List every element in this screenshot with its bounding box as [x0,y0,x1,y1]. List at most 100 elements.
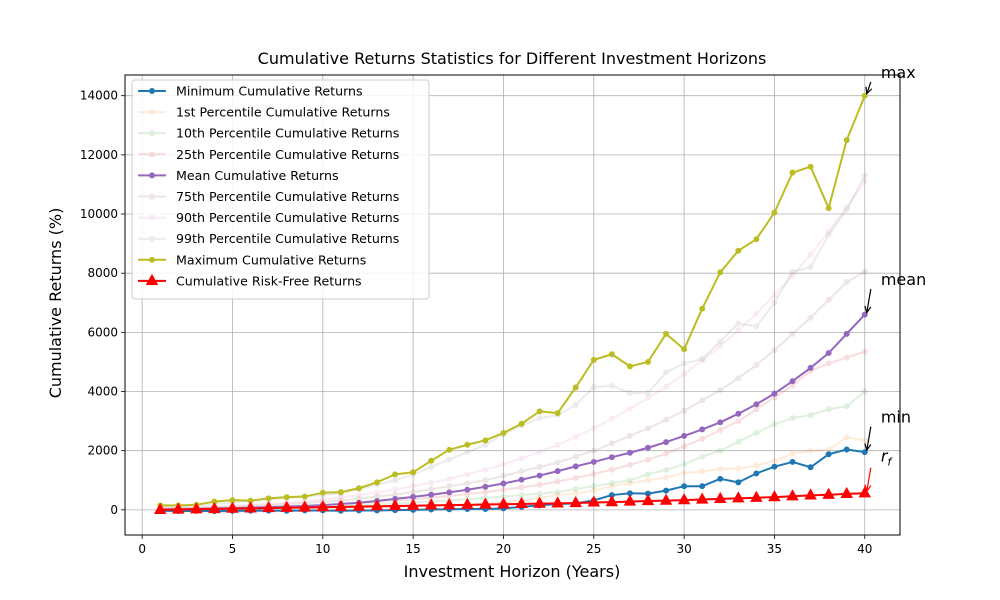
90th-percentile-cumulative-returns-point [500,461,507,468]
75th-percentile-cumulative-returns-point [536,463,543,470]
annotation-label: rf [881,447,894,469]
mean-cumulative-returns-point [626,449,633,456]
75th-percentile-cumulative-returns-point [645,425,651,432]
10th-percentile-cumulative-returns-point [807,412,814,419]
10th-percentile-cumulative-returns-point [663,466,670,473]
cumulative-risk-free-returns-point [695,492,709,504]
minimum-cumulative-returns-point [753,470,760,477]
cumulative-risk-free-returns-point [840,486,853,498]
mean-cumulative-returns-point [681,432,688,439]
legend-label: 99th Percentile Cumulative Returns [176,231,399,246]
90th-percentile-cumulative-returns-series [157,178,868,512]
1st-percentile-cumulative-returns-point [645,477,651,484]
x-axis-label: Investment Horizon (Years) [404,562,621,581]
25th-percentile-cumulative-returns-point [518,484,525,491]
legend-swatch-marker [149,256,155,263]
1st-percentile-cumulative-returns-point [590,487,597,494]
maximum-cumulative-returns-point [410,469,417,476]
25th-percentile-cumulative-returns-point [590,471,597,478]
mean-cumulative-returns-point [717,419,724,426]
90th-percentile-cumulative-returns-point [355,492,362,499]
90th-percentile-cumulative-returns-point [536,448,543,455]
25th-percentile-cumulative-returns-point [753,406,760,413]
legend-swatch-marker [149,172,155,179]
10th-percentile-cumulative-returns-point [608,480,615,487]
cumulative-risk-free-returns-point [497,497,510,509]
maximum-cumulative-returns-point [337,489,344,496]
mean-cumulative-returns-point [861,311,868,318]
y-tick-label: 14000 [80,89,118,103]
1st-percentile-cumulative-returns-point [681,469,688,476]
maximum-cumulative-returns-point [843,137,850,144]
legend-swatch-marker [145,273,159,285]
25th-percentile-cumulative-returns-point [482,489,489,496]
99th-percentile-cumulative-returns-point [753,323,760,330]
75th-percentile-cumulative-returns-point [626,432,633,439]
mean-cumulative-returns-point [410,493,417,500]
90th-percentile-cumulative-returns-point [428,479,435,486]
cumulative-risk-free-returns-point [623,494,637,506]
maximum-cumulative-returns-point [771,209,778,216]
25th-percentile-cumulative-returns-point [626,461,633,468]
maximum-cumulative-returns-point [374,479,380,486]
cumulative-risk-free-returns-point [605,495,619,507]
25th-percentile-cumulative-returns-point [608,466,615,473]
x-tick-label: 10 [315,542,330,556]
75th-percentile-cumulative-returns-point [590,447,597,454]
cumulative-risk-free-returns-point [768,490,781,502]
99th-percentile-cumulative-returns-point [771,299,778,306]
minimum-cumulative-returns-point [717,475,724,482]
cumulative-risk-free-returns-point [533,496,546,508]
10th-percentile-cumulative-returns-point [789,415,796,422]
y-tick-label: 8000 [87,266,118,280]
mean-cumulative-returns-point [645,444,651,451]
10th-percentile-cumulative-returns-point [699,453,706,460]
25th-percentile-cumulative-returns-point [645,456,651,463]
mean-cumulative-returns-point [608,454,615,461]
x-tick-label: 40 [857,542,872,556]
mean-cumulative-returns-point [536,472,543,479]
legend-label: 75th Percentile Cumulative Returns [176,189,399,204]
cumulative-risk-free-returns-point [515,496,528,509]
cumulative-risk-free-returns-point [226,501,239,513]
cumulative-risk-free-returns-point [858,486,872,498]
maximum-cumulative-returns-point [608,351,615,358]
cumulative-risk-free-returns-point [262,501,275,513]
75th-percentile-cumulative-returns-point [500,472,507,479]
maximum-cumulative-returns-point [663,330,670,337]
maximum-cumulative-returns-point [861,92,868,99]
99th-percentile-cumulative-returns-point [536,415,543,422]
75th-percentile-cumulative-returns-point [771,347,778,354]
x-tick-label: 0 [138,542,146,556]
minimum-cumulative-returns-line [160,448,865,513]
10th-percentile-cumulative-returns-point [753,429,760,436]
1st-percentile-cumulative-returns-point [861,437,868,444]
x-tick-label: 5 [229,542,237,556]
legend-swatch [138,214,166,221]
legend-label: Minimum Cumulative Returns [176,84,363,99]
mean-cumulative-returns-point [482,483,489,490]
legend-swatch-marker [149,235,155,242]
99th-percentile-cumulative-returns-point [608,382,615,389]
legend-label: 25th Percentile Cumulative Returns [176,147,399,162]
90th-percentile-cumulative-returns-point [771,292,778,299]
25th-percentile-cumulative-returns-point [663,450,670,457]
maximum-cumulative-returns-point [518,420,525,427]
mean-cumulative-returns-point [735,410,742,417]
25th-percentile-cumulative-returns-point [554,478,561,485]
99th-percentile-cumulative-returns-point [825,231,832,238]
legend-swatch-marker [149,130,155,137]
cumulative-risk-free-returns-point [569,496,582,508]
legend-label: 10th Percentile Cumulative Returns [176,126,399,141]
75th-percentile-cumulative-returns-point [482,477,489,484]
legend-swatch-marker [149,193,155,200]
1st-percentile-cumulative-returns-point [825,446,832,453]
1st-percentile-cumulative-returns-point [843,434,850,441]
99th-percentile-cumulative-returns-line [160,175,866,508]
75th-percentile-cumulative-returns-point [608,440,615,447]
75th-percentile-cumulative-returns-point [861,268,868,275]
legend-label: Maximum Cumulative Returns [176,252,366,267]
90th-percentile-cumulative-returns-point [861,178,868,185]
90th-percentile-cumulative-returns-point [681,371,688,378]
